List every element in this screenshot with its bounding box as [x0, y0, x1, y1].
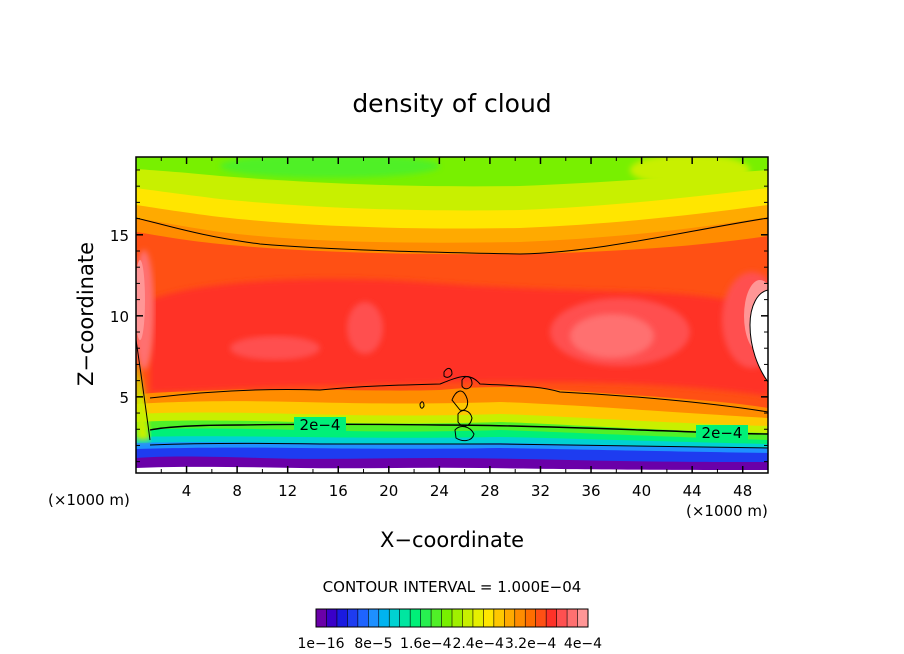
colorbar-swatch-6 [378, 609, 390, 627]
colorbar-swatch-15 [472, 609, 484, 627]
contour-line-mid [149, 376, 768, 413]
field-left-edge-column [136, 360, 150, 440]
colorbar-swatch-0 [316, 609, 327, 627]
x-tick-label-10: 44 [683, 482, 702, 500]
contour-line-2e-4 [149, 423, 768, 435]
field-patch-pink-left [230, 336, 320, 360]
colorbar-swatch-25 [577, 609, 589, 627]
colorbar-swatch-16 [483, 609, 495, 627]
field-patch-white-edge-right [749, 289, 768, 383]
y-tick-label-0: 5 [119, 389, 129, 407]
contour-line-upper [136, 217, 768, 255]
colorbar-swatch-4 [357, 609, 369, 627]
y-tick-label-1: 10 [110, 308, 129, 326]
x-axis-label: X−coordinate [380, 528, 524, 552]
x-tick-label-1: 8 [232, 482, 242, 500]
y-tick-label-2: 15 [110, 227, 129, 245]
colorbar-swatch-7 [389, 609, 401, 627]
colorbar-label-2: 1.6e−4 [400, 636, 452, 652]
contour-label-2-text: 2e−4 [702, 424, 743, 442]
colorbar-swatch-9 [410, 609, 422, 627]
x-tick-label-5: 24 [430, 482, 449, 500]
colorbar-label-5: 4e−4 [564, 636, 602, 652]
contour-label-1-mask [294, 417, 346, 433]
colorbar-label-0: 1e−16 [297, 636, 344, 652]
colorbar-labels: 1e−16 8e−5 1.6e−4 2.4e−4 3.2e−4 4e−4 [297, 636, 602, 652]
colorbar-swatch-24 [567, 609, 578, 627]
colorbar-swatch-10 [420, 609, 432, 627]
x-tick-label-7: 32 [531, 482, 550, 500]
colorbar-swatch-23 [556, 609, 568, 627]
x-tick-label-0: 4 [182, 482, 192, 500]
colorbar-swatch-8 [399, 609, 411, 627]
colorbar-swatch-1 [326, 609, 338, 627]
field-patch-top-bright-green [220, 157, 440, 178]
x-unit-right: (×1000 m) [686, 502, 768, 520]
y-axis-label: Z−coordinate [74, 242, 98, 386]
contour-line-left-edge [136, 339, 151, 441]
density-field: 2e−4 2e−4 [136, 157, 768, 473]
colorbar-swatch-19 [514, 609, 526, 627]
colorbar-label-3: 2.4e−4 [452, 636, 504, 652]
field-patch-pink-mid [347, 302, 383, 354]
colorbar-swatch-12 [441, 609, 453, 627]
colorbar-swatch-22 [546, 609, 558, 627]
colorbar-label-1: 8e−5 [354, 636, 392, 652]
colorbar-swatch-13 [452, 609, 463, 627]
x-tick-label-4: 20 [379, 482, 398, 500]
colorbar-swatch-17 [493, 609, 505, 627]
x-tick-label-6: 28 [480, 482, 499, 500]
x-tick-label-8: 36 [581, 482, 600, 500]
contour-line-lower [149, 442, 768, 449]
colorbar-swatch-14 [462, 609, 474, 627]
x-tick-label-2: 12 [278, 482, 297, 500]
colorbar-swatch-2 [336, 609, 348, 627]
colorbar-swatch-3 [347, 609, 359, 627]
colorbar-swatch-18 [504, 609, 516, 627]
contour-label-2: 2e−4 [696, 424, 748, 442]
colorbar [315, 608, 589, 628]
colorbar-swatch-5 [368, 609, 380, 627]
contour-label-1-text: 2e−4 [300, 416, 341, 434]
chart-title: density of cloud [352, 89, 551, 118]
colorbar-label-4: 3.2e−4 [505, 636, 557, 652]
contour-label-1: 2e−4 [294, 416, 346, 434]
field-patch-top-yellow-right [630, 157, 750, 186]
x-unit-left: (×1000 m) [48, 491, 130, 509]
colorbar-swatch-20 [525, 609, 537, 627]
contour-label-2-mask [696, 425, 748, 441]
colorbar-swatch-11 [431, 609, 442, 627]
field-patch-light-pink-right [570, 314, 654, 358]
contour-interval-text: CONTOUR INTERVAL = 1.000E−04 [323, 578, 582, 596]
field-patch-light-pink-edge-left [136, 260, 145, 340]
x-tick-label-9: 40 [632, 482, 651, 500]
field-layer-bottom-white [136, 466, 768, 473]
x-tick-label-11: 48 [733, 482, 752, 500]
colorbar-swatch-21 [535, 609, 547, 627]
plot-frame [135, 156, 769, 474]
x-tick-label-3: 16 [329, 482, 348, 500]
contour-cluster [419, 367, 475, 442]
